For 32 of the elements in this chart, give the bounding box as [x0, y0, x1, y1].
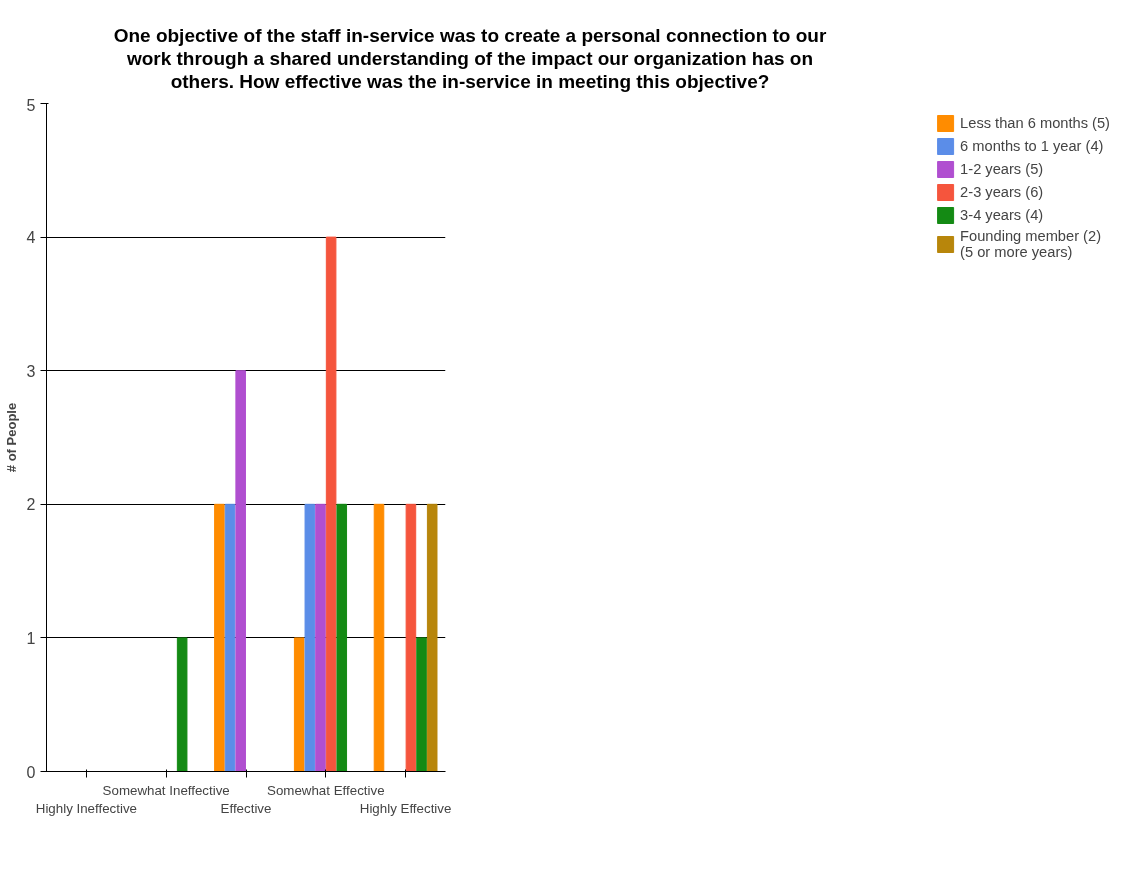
bar: [315, 504, 326, 772]
chart-title: One objective of the staff in-service was to create a personal connection to our work through a shared understanding of the impact our organization has on others. How effective was the in-service in meeting this objective?: [112, 25, 828, 94]
legend-label: Less than 6 months (5): [960, 115, 1110, 132]
legend-label: 6 months to 1 year (4): [960, 138, 1104, 155]
bar: [426, 504, 438, 772]
x-tick-label: Highly Ineffective: [35, 800, 138, 816]
legend-label: 1-2 years (5): [960, 161, 1044, 178]
x-tick-label: Somewhat Effective: [267, 782, 385, 798]
bar: [224, 504, 236, 772]
legend-label: 2-3 years (6): [960, 184, 1044, 201]
y-tick-label: 4: [26, 229, 36, 247]
bar: [416, 637, 427, 772]
bar: [304, 504, 316, 772]
bar: [176, 637, 188, 772]
x-tick-label: Effective: [220, 800, 272, 816]
y-tick-label: 3: [26, 363, 36, 381]
y-tick-label: 0: [26, 763, 36, 781]
legend-label: 3-4 years (4): [960, 207, 1044, 224]
x-tick-label: Highly Effective: [359, 800, 452, 816]
bar: [325, 236, 337, 772]
bar: [405, 504, 417, 772]
bar: [373, 504, 385, 772]
bar: [235, 370, 246, 772]
y-tick-label: 5: [26, 96, 36, 114]
y-axis-title: # of People: [3, 403, 19, 473]
bar: [214, 504, 225, 772]
x-tick-label: Somewhat Ineffective: [102, 782, 230, 798]
bar: [336, 504, 348, 772]
legend-label: Founding member (2) (5 or more years): [960, 228, 1102, 261]
y-tick-label: 2: [26, 496, 36, 514]
y-tick-label: 1: [26, 630, 36, 648]
bar: [293, 637, 305, 772]
